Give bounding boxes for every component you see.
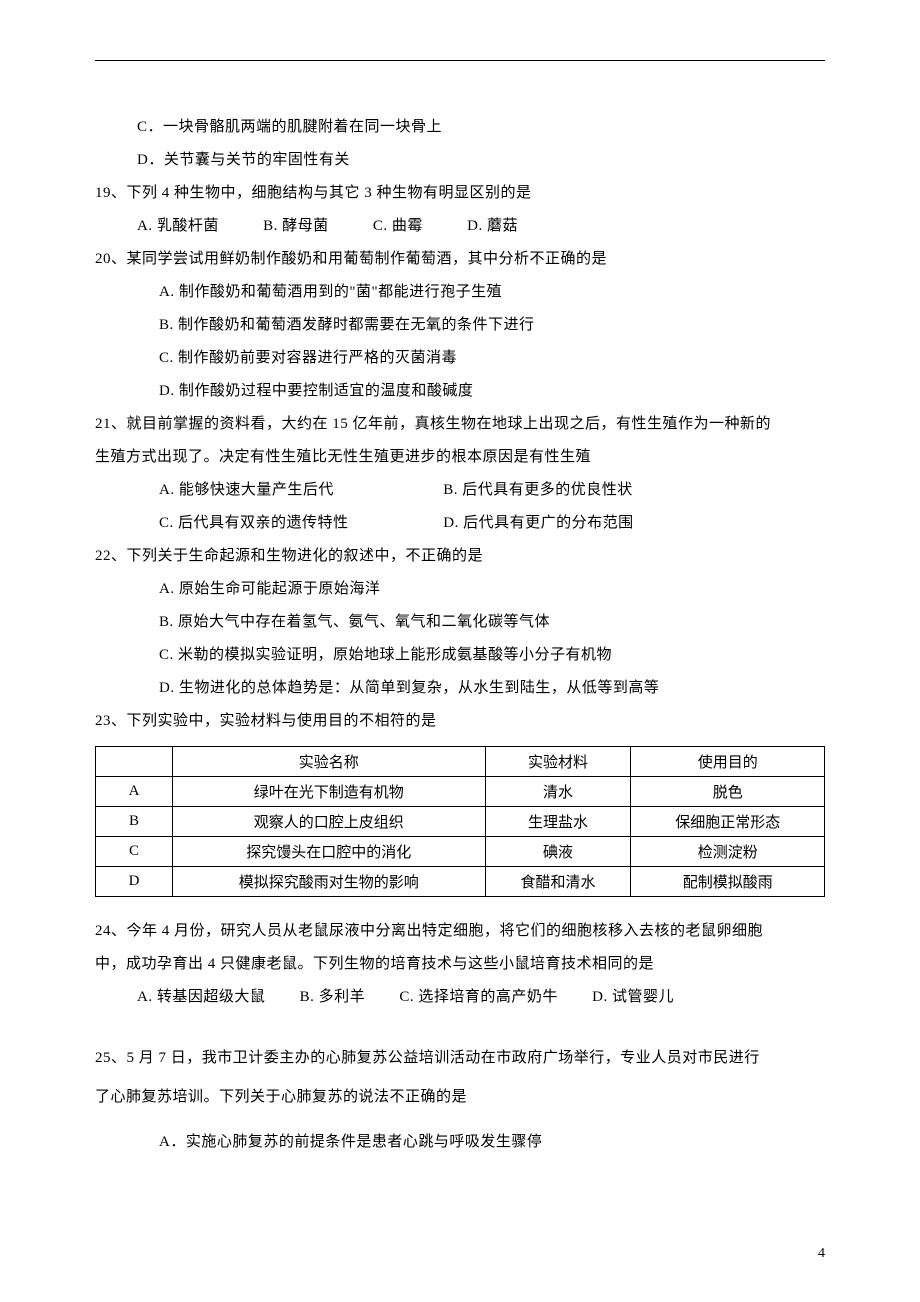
cell-exp-name: 探究馒头在口腔中的消化: [173, 837, 486, 867]
table-header-row: 实验名称 实验材料 使用目的: [96, 747, 825, 777]
q22-option-a: A. 原始生命可能起源于原始海洋: [95, 573, 825, 606]
q24-stem-line1: 24、今年 4 月份，研究人员从老鼠尿液中分离出特定细胞，将它们的细胞核移入去核…: [95, 915, 825, 948]
q19-option-b: B. 酵母菌: [263, 210, 329, 243]
q21-option-c: C. 后代具有双亲的遗传特性: [159, 507, 439, 540]
th-exp-name: 实验名称: [173, 747, 486, 777]
q25-stem-line1: 25、5 月 7 日，我市卫计委主办的心肺复苏公益培训活动在市政府广场举行，专业…: [95, 1042, 825, 1075]
table-row: D 模拟探究酸雨对生物的影响 食醋和清水 配制模拟酸雨: [96, 867, 825, 897]
q19-option-d: D. 蘑菇: [467, 210, 518, 243]
q21-option-a: A. 能够快速大量产生后代: [159, 474, 439, 507]
q25-option-a: A．实施心肺复苏的前提条件是患者心跳与呼吸发生骤停: [95, 1120, 825, 1165]
cell-exp-name: 绿叶在光下制造有机物: [173, 777, 486, 807]
cell-material: 生理盐水: [485, 807, 631, 837]
top-horizontal-rule: [95, 60, 825, 61]
document-page: C．一块骨骼肌两端的肌腱附着在同一块骨上 D．关节囊与关节的牢固性有关 19、下…: [0, 0, 920, 1302]
q20-option-b: B. 制作酸奶和葡萄酒发酵时都需要在无氧的条件下进行: [95, 309, 825, 342]
table-row: B 观察人的口腔上皮组织 生理盐水 保细胞正常形态: [96, 807, 825, 837]
th-blank: [96, 747, 173, 777]
q25-stem-line2: 了心肺复苏培训。下列关于心肺复苏的说法不正确的是: [95, 1075, 825, 1120]
q18-option-c: C．一块骨骼肌两端的肌腱附着在同一块骨上: [95, 111, 825, 144]
q20-option-d: D. 制作酸奶过程中要控制适宜的温度和酸碱度: [95, 375, 825, 408]
cell-exp-name: 观察人的口腔上皮组织: [173, 807, 486, 837]
cell-row-label: C: [96, 837, 173, 867]
q23-stem: 23、下列实验中，实验材料与使用目的不相符的是: [95, 705, 825, 738]
q21-stem-line1: 21、就目前掌握的资料看，大约在 15 亿年前，真核生物在地球上出现之后，有性生…: [95, 408, 825, 441]
q19-option-a: A. 乳酸杆菌: [137, 210, 219, 243]
q23-table: 实验名称 实验材料 使用目的 A 绿叶在光下制造有机物 清水 脱色 B 观察人的…: [95, 746, 825, 897]
cell-purpose: 检测淀粉: [631, 837, 825, 867]
q21-options-row2: C. 后代具有双亲的遗传特性 D. 后代具有更广的分布范围: [95, 507, 825, 540]
q21-option-b: B. 后代具有更多的优良性状: [443, 482, 633, 498]
cell-purpose: 配制模拟酸雨: [631, 867, 825, 897]
q21-options-row1: A. 能够快速大量产生后代 B. 后代具有更多的优良性状: [95, 474, 825, 507]
q24-option-d: D. 试管婴儿: [592, 981, 674, 1014]
cell-row-label: A: [96, 777, 173, 807]
q24-option-b: B. 多利羊: [300, 981, 366, 1014]
q24-option-a: A. 转基因超级大鼠: [137, 981, 265, 1014]
q22-stem: 22、下列关于生命起源和生物进化的叙述中，不正确的是: [95, 540, 825, 573]
q20-option-a: A. 制作酸奶和葡萄酒用到的"菌"都能进行孢子生殖: [95, 276, 825, 309]
q24-options: A. 转基因超级大鼠 B. 多利羊 C. 选择培育的高产奶牛 D. 试管婴儿: [95, 981, 825, 1014]
q21-stem-line2: 生殖方式出现了。决定有性生殖比无性生殖更进步的根本原因是有性生殖: [95, 441, 825, 474]
th-material: 实验材料: [485, 747, 631, 777]
q21-option-d: D. 后代具有更广的分布范围: [443, 515, 633, 531]
cell-row-label: D: [96, 867, 173, 897]
table-row: A 绿叶在光下制造有机物 清水 脱色: [96, 777, 825, 807]
cell-purpose: 保细胞正常形态: [631, 807, 825, 837]
table-row: C 探究馒头在口腔中的消化 碘液 检测淀粉: [96, 837, 825, 867]
q22-option-c: C. 米勒的模拟实验证明，原始地球上能形成氨基酸等小分子有机物: [95, 639, 825, 672]
spacer: [95, 1014, 825, 1042]
th-purpose: 使用目的: [631, 747, 825, 777]
q19-stem: 19、下列 4 种生物中，细胞结构与其它 3 种生物有明显区别的是: [95, 177, 825, 210]
q20-stem: 20、某同学尝试用鲜奶制作酸奶和用葡萄制作葡萄酒，其中分析不正确的是: [95, 243, 825, 276]
cell-material: 食醋和清水: [485, 867, 631, 897]
cell-exp-name: 模拟探究酸雨对生物的影响: [173, 867, 486, 897]
table-body: A 绿叶在光下制造有机物 清水 脱色 B 观察人的口腔上皮组织 生理盐水 保细胞…: [96, 777, 825, 897]
q24-option-c: C. 选择培育的高产奶牛: [399, 981, 558, 1014]
q18-option-d: D．关节囊与关节的牢固性有关: [95, 144, 825, 177]
page-number: 4: [818, 1246, 825, 1262]
q22-option-b: B. 原始大气中存在着氢气、氨气、氧气和二氧化碳等气体: [95, 606, 825, 639]
q19-options: A. 乳酸杆菌 B. 酵母菌 C. 曲霉 D. 蘑菇: [95, 210, 825, 243]
q19-option-c: C. 曲霉: [373, 210, 423, 243]
cell-purpose: 脱色: [631, 777, 825, 807]
cell-material: 碘液: [485, 837, 631, 867]
q24-stem-line2: 中，成功孕育出 4 只健康老鼠。下列生物的培育技术与这些小鼠培育技术相同的是: [95, 948, 825, 981]
q22-option-d: D. 生物进化的总体趋势是：从简单到复杂，从水生到陆生，从低等到高等: [95, 672, 825, 705]
cell-row-label: B: [96, 807, 173, 837]
cell-material: 清水: [485, 777, 631, 807]
q20-option-c: C. 制作酸奶前要对容器进行严格的灭菌消毒: [95, 342, 825, 375]
